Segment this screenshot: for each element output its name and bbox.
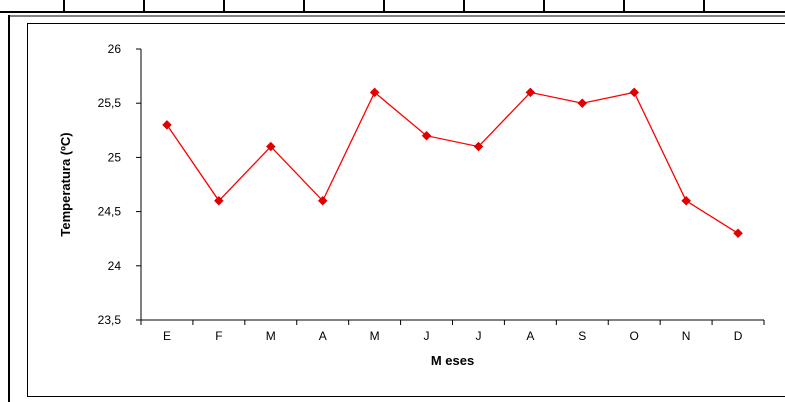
data-point-marker: [525, 87, 536, 98]
data-point-marker: [265, 141, 276, 152]
x-tick-label: N: [682, 329, 691, 343]
x-tick-label: F: [215, 329, 222, 343]
x-tick-label: S: [578, 329, 586, 343]
y-axis-ticks: 23,5 24 24,5 25 25,5 26: [98, 42, 141, 327]
data-point-marker: [629, 87, 640, 98]
x-tick-label: A: [526, 329, 534, 343]
x-tick-label: J: [424, 329, 430, 343]
x-tick-label: A: [319, 329, 327, 343]
data-point-marker: [317, 195, 328, 206]
x-tick-label: D: [734, 329, 743, 343]
x-tick-label: J: [475, 329, 481, 343]
chart-area: 23,5 24 24,5 25 25,5 26 E F M A M J J A S O N D Temperat…: [27, 23, 785, 397]
x-axis-label: M eses: [431, 353, 474, 368]
series-line: [162, 87, 743, 239]
series-polyline: [166, 91, 739, 234]
y-tick-label: 24,5: [98, 205, 122, 219]
data-point-marker: [369, 87, 380, 98]
data-point-marker: [421, 130, 432, 141]
top-border-rule: [0, 0, 785, 13]
data-point-marker: [681, 195, 691, 206]
y-tick-label: 25,5: [98, 96, 122, 110]
data-point-marker: [214, 195, 224, 206]
y-tick-label: 23,5: [98, 313, 122, 327]
x-tick-label: M: [266, 329, 276, 343]
data-point-marker: [577, 98, 588, 109]
x-tick-label: O: [630, 329, 639, 343]
y-tick-label: 24: [108, 259, 122, 273]
x-tick-label: M: [370, 329, 380, 343]
data-point-marker: [733, 228, 743, 239]
y-tick-label: 25: [108, 150, 122, 164]
y-tick-label: 26: [108, 42, 122, 56]
line-chart: 23,5 24 24,5 25 25,5 26 E F M A M J J A S O N D Temperat…: [58, 42, 765, 368]
data-point-marker: [473, 141, 484, 152]
x-tick-label: E: [163, 329, 171, 343]
y-axis-label: Temperatura (ºC): [58, 132, 73, 236]
outer-frame: [8, 15, 785, 402]
data-point-marker: [162, 120, 172, 130]
